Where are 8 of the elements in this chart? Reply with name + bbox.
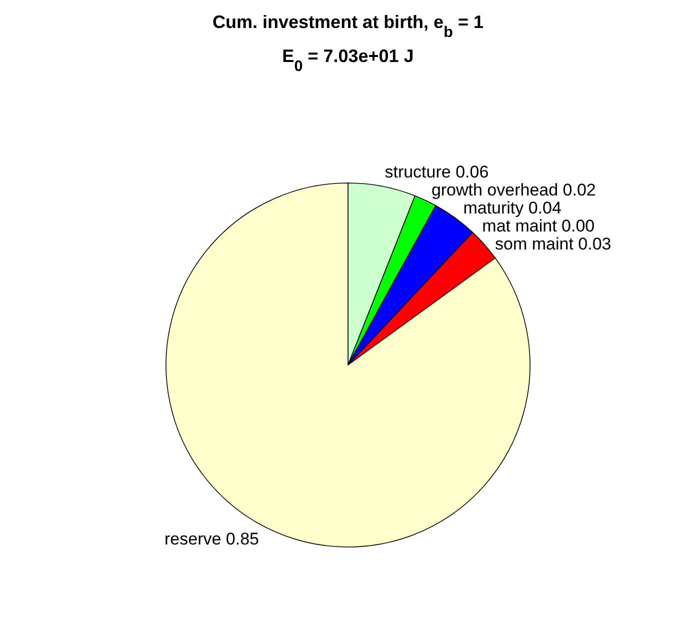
slice-label: structure 0.06 — [384, 162, 489, 182]
slice-label: growth overhead 0.02 — [431, 180, 596, 200]
chart-subtitle: E$_{0}$ = 7.03e+01 J — [282, 46, 414, 74]
slice-label: maturity 0.04 — [463, 198, 562, 218]
slice-label: som maint 0.03 — [495, 234, 612, 254]
slice-label: reserve 0.85 — [164, 530, 260, 549]
chart-title: Cum. investment at birth, e$_{b}$ = 1 — [212, 12, 484, 40]
category-label: mat maint 0.00 — [482, 216, 595, 236]
